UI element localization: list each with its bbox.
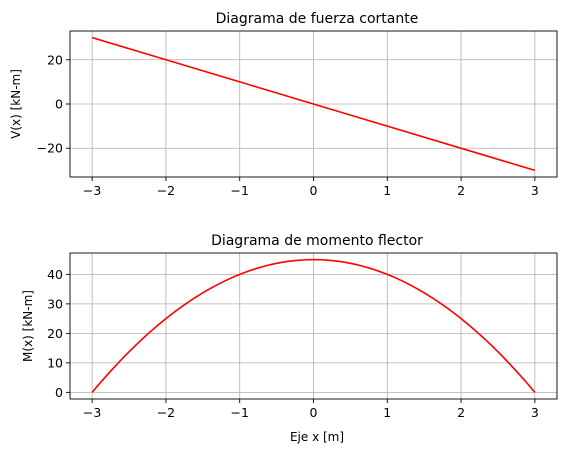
x-tick-label: −3: [83, 183, 101, 198]
x-axis-label: Eje x [m]: [290, 430, 344, 444]
x-tick-label: 3: [531, 405, 539, 420]
y-axis-label: V(x) [kN-m]: [9, 69, 23, 139]
x-tick-label: 0: [310, 183, 318, 198]
y-tick-label: 20: [47, 52, 63, 67]
x-tick-label: 1: [383, 183, 391, 198]
y-tick-label: 0: [55, 97, 63, 112]
y-tick-label: 30: [47, 296, 63, 311]
chart-title: Diagrama de fuerza cortante: [216, 11, 419, 27]
x-tick-label: 1: [383, 405, 391, 420]
y-tick-label: 0: [55, 385, 63, 400]
y-axis-label: M(x) [kN-m]: [21, 290, 35, 362]
chart-title: Diagrama de momento flector: [211, 233, 423, 249]
x-tick-label: −1: [230, 405, 248, 420]
x-tick-label: −2: [157, 183, 175, 198]
x-tick-label: −1: [230, 183, 248, 198]
y-tick-label: 20: [47, 326, 63, 341]
x-tick-label: −3: [83, 405, 101, 420]
x-tick-label: −2: [157, 405, 175, 420]
x-tick-label: 2: [457, 183, 465, 198]
y-tick-label: 10: [47, 355, 63, 370]
x-tick-label: 2: [457, 405, 465, 420]
y-tick-label: 40: [47, 267, 63, 282]
y-tick-label: −20: [37, 141, 63, 156]
x-tick-label: 3: [531, 183, 539, 198]
x-tick-label: 0: [310, 405, 318, 420]
